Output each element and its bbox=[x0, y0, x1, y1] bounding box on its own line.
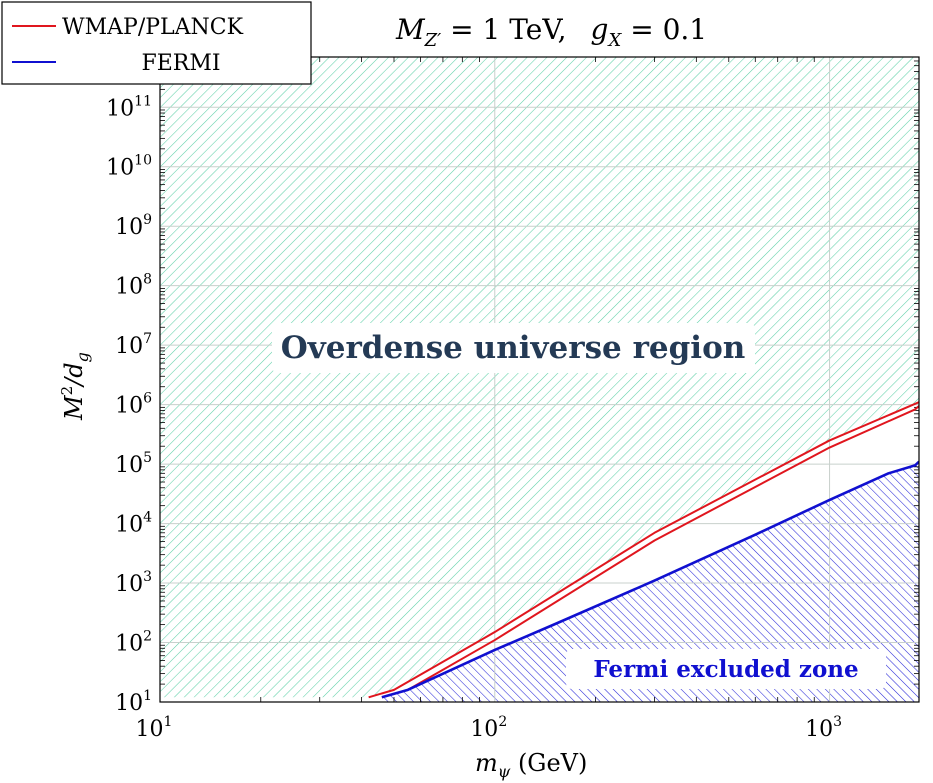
overdense-region bbox=[160, 57, 919, 698]
series-layer bbox=[368, 401, 919, 699]
x-axis-title: mψ (GeV) bbox=[475, 749, 587, 781]
y-tick-label: 109 bbox=[115, 212, 152, 240]
y-tick-label: 107 bbox=[115, 331, 152, 359]
series-line-0 bbox=[368, 401, 919, 699]
x-tick-labels: 101 102 103 bbox=[136, 714, 842, 742]
y-tick-label: 101 bbox=[115, 688, 152, 716]
chart-title: MZ′ = 1 TeV, gX = 0.1 bbox=[395, 13, 707, 51]
legend-label-wmap: WMAP/PLANCK bbox=[62, 15, 244, 40]
x-tick-label: 101 bbox=[136, 714, 173, 742]
minor-ticks bbox=[160, 57, 919, 702]
y-tick-label: 106 bbox=[115, 391, 152, 419]
y-tick-label: 102 bbox=[115, 629, 152, 657]
y-tick-label: 1010 bbox=[106, 153, 152, 181]
legend: WMAP/PLANCK FERMI bbox=[1, 1, 312, 85]
y-tick-label: 108 bbox=[115, 272, 152, 300]
y-tick-labels: 101 102 103 104 105 106 107 108 109 1010 1011 bbox=[106, 93, 152, 716]
overdense-hatch bbox=[160, 57, 919, 698]
x-tick-label: 103 bbox=[805, 714, 842, 742]
legend-label-fermi: FERMI bbox=[141, 51, 220, 76]
y-axis-title: M2/dg bbox=[58, 352, 92, 421]
plot-frame bbox=[159, 56, 920, 703]
fermi-annotation: Fermi excluded zone bbox=[566, 649, 886, 689]
x-tick-label: 102 bbox=[470, 714, 507, 742]
y-tick-label: 105 bbox=[115, 450, 152, 478]
overdense-label: Overdense universe region bbox=[281, 330, 746, 366]
series-line-2 bbox=[381, 460, 919, 699]
y-tick-label: 104 bbox=[115, 510, 152, 538]
overdense-annotation: Overdense universe region bbox=[272, 323, 755, 373]
fermi-label: Fermi excluded zone bbox=[593, 656, 858, 683]
y-tick-label: 103 bbox=[115, 569, 152, 597]
y-tick-label: 1011 bbox=[106, 93, 152, 121]
